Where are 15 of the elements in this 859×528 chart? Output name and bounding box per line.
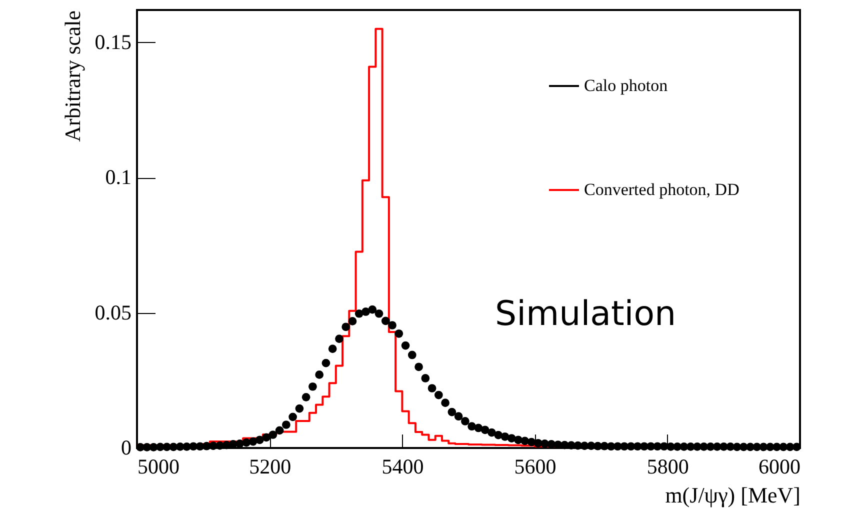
y-tick-label: 0.1 xyxy=(105,165,132,190)
x-tick-label: 5600 xyxy=(514,454,556,478)
x-tick-label: 5800 xyxy=(646,454,689,478)
x-axis-title: m(J/ψγ) [MeV] xyxy=(665,482,800,508)
y-axis-title: Arbitrary scale xyxy=(60,10,85,142)
x-tick-label: 5200 xyxy=(249,454,292,478)
legend-label: Converted photon, DD xyxy=(584,180,740,199)
x-tick-label: 6000 xyxy=(758,454,800,478)
y-tick-label: 0.15 xyxy=(94,30,132,54)
y-tick-label: 0.05 xyxy=(94,300,132,324)
annotation: Simulation xyxy=(495,294,676,334)
legend-label: Calo photon xyxy=(584,76,668,95)
y-tick-label: 0 xyxy=(121,436,132,460)
x-tick-label: 5000 xyxy=(138,454,180,478)
x-tick-label: 5400 xyxy=(382,454,424,478)
